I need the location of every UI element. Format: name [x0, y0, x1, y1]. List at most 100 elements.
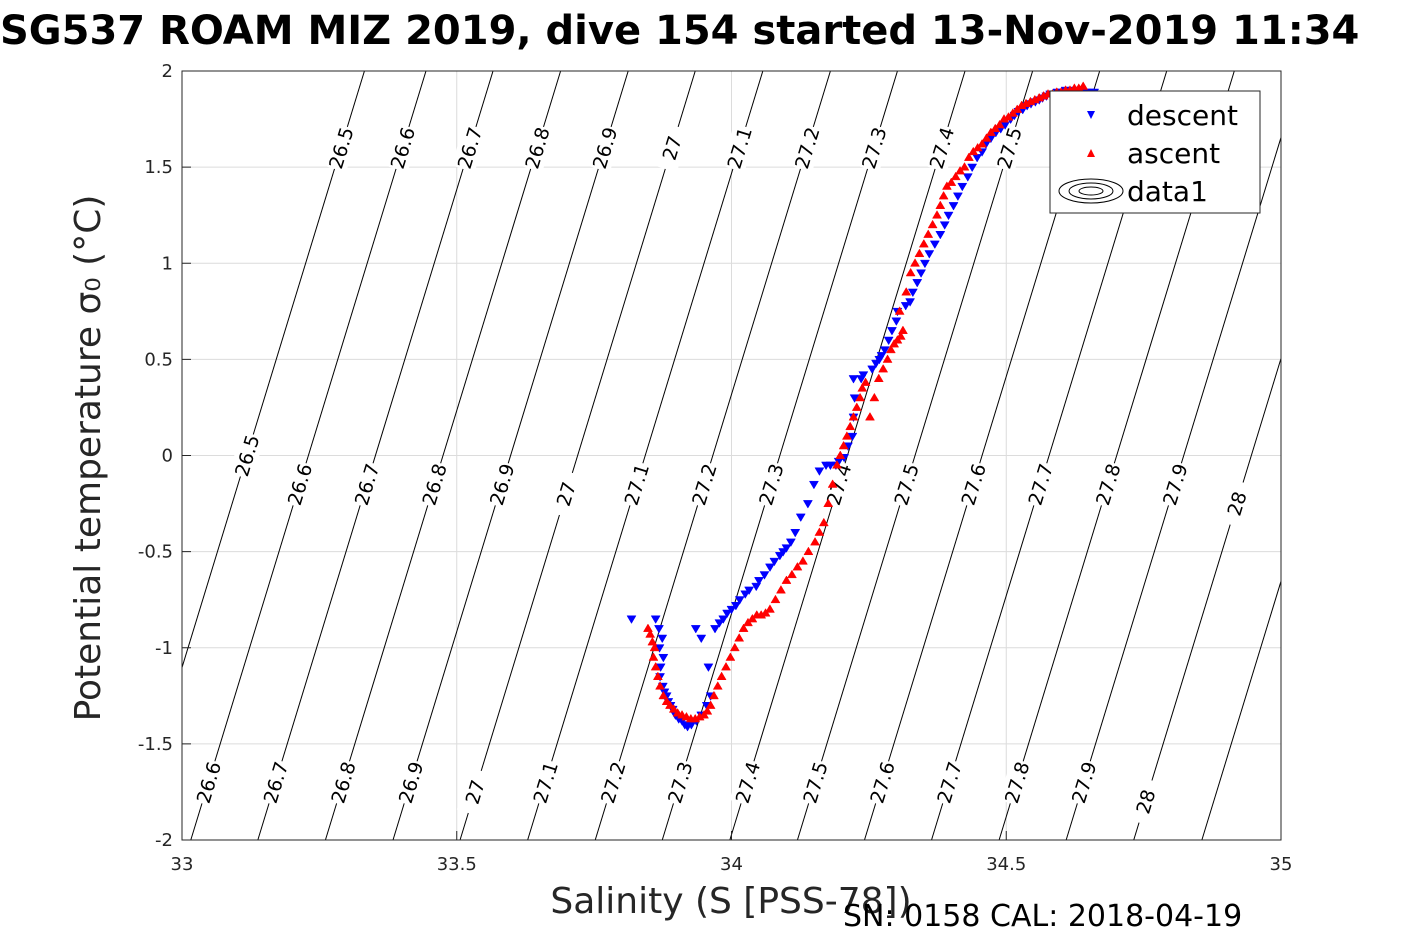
ascent-point	[655, 681, 666, 690]
descent-point	[726, 605, 737, 615]
ascent-point	[832, 460, 842, 469]
ascent-point	[873, 373, 884, 382]
descent-point	[943, 211, 954, 221]
legend-label-data1: data1	[1127, 175, 1208, 208]
contour-label-background	[325, 757, 361, 807]
contour-label-background	[483, 459, 520, 509]
ascent-point	[803, 546, 814, 556]
ascent-point	[721, 661, 731, 671]
x-axis-label: Salinity (S [PSS-78])	[550, 881, 911, 922]
ascent-point	[898, 325, 908, 334]
ascent-point	[818, 517, 829, 527]
density-contour-line	[594, 71, 831, 840]
descent-point	[626, 615, 637, 624]
descent-point	[814, 467, 825, 476]
contour-label-background	[788, 123, 825, 173]
contour-label-background	[653, 123, 690, 173]
ascent-point	[810, 537, 820, 546]
ascent-point	[848, 412, 859, 421]
descent-point	[795, 513, 806, 523]
density-contour-line	[459, 71, 696, 840]
x-tick-label: 33.5	[437, 854, 477, 875]
ascent-point	[905, 267, 916, 277]
x-tick-label: 35	[1270, 854, 1293, 875]
descent-point	[802, 500, 813, 509]
contour-label-background	[1022, 459, 1059, 509]
descent-point	[848, 375, 859, 384]
ascent-point	[648, 652, 659, 661]
ascent-point	[845, 421, 856, 431]
contour-label-background	[721, 123, 758, 173]
ascent-point	[652, 671, 663, 680]
y-tick-label: 1.5	[144, 157, 173, 178]
ascent-point	[918, 239, 929, 248]
ascent-point	[729, 642, 740, 652]
descent-point	[740, 590, 751, 599]
contour-label-background	[392, 757, 429, 807]
density-contour-line	[527, 71, 764, 840]
contour-label-background	[1065, 757, 1102, 807]
contour-label-background	[1218, 479, 1255, 529]
density-contour-line	[392, 71, 629, 840]
contour-label-background	[618, 459, 655, 509]
density-contour-line	[1133, 356, 1281, 840]
y-axis-label: Potential temperature σ₀ (°C)	[68, 195, 109, 722]
descent-point	[900, 302, 911, 311]
contour-label-background	[416, 459, 453, 509]
descent-point	[765, 563, 775, 572]
ascent-point	[994, 119, 1005, 129]
descent-point	[718, 615, 729, 624]
ascent-point	[645, 629, 656, 638]
ascent-point	[963, 152, 974, 161]
density-contours	[182, 71, 1281, 840]
descent-point	[744, 586, 755, 596]
descent-point	[939, 221, 950, 230]
density-contour-line	[324, 71, 562, 840]
contour-label-background	[931, 757, 968, 807]
legend-contour-icon	[1068, 182, 1114, 200]
ascent-point	[716, 671, 727, 680]
descent-point	[734, 596, 745, 605]
contour-label-background	[753, 459, 789, 509]
density-contour-line	[1201, 579, 1281, 840]
y-tick-label: 2	[162, 61, 173, 82]
ascent-point	[923, 229, 934, 238]
legend: descent ascent data1	[1049, 90, 1261, 214]
contour-label-background	[323, 123, 359, 173]
ascent-point	[910, 258, 920, 267]
contour-label-background	[1157, 459, 1193, 509]
contour-label-background	[856, 123, 892, 173]
ascent-point	[712, 681, 723, 690]
ascent-point	[865, 412, 875, 421]
ascent-point	[650, 661, 661, 671]
ascent-point	[702, 706, 713, 715]
legend-label-descent: descent	[1127, 99, 1238, 132]
descent-point	[650, 615, 661, 624]
descent-point	[808, 480, 819, 490]
ascent-point	[1078, 81, 1089, 90]
descent-point	[781, 544, 792, 553]
descent-point	[867, 365, 878, 374]
descent-point	[935, 231, 946, 240]
y-tick-label: -1.5	[138, 734, 173, 755]
ascent-point	[885, 344, 896, 354]
descent-point	[929, 240, 940, 250]
ascent-point	[708, 690, 719, 700]
descent-point	[751, 582, 762, 592]
x-tick-label: 33	[171, 854, 194, 875]
ascent-point	[981, 133, 992, 142]
ascent-point	[792, 562, 803, 571]
ascent-point	[665, 700, 675, 709]
contour-label-background	[729, 757, 766, 807]
descent-point	[710, 625, 720, 634]
contour-label-background	[1089, 459, 1126, 509]
y-tick-label: 1	[162, 253, 173, 274]
y-tick-label: -1	[155, 638, 173, 659]
ascent-point	[946, 177, 957, 186]
ascent-point	[895, 331, 906, 340]
descent-point	[759, 571, 770, 580]
ascent-point	[927, 219, 938, 229]
descent-point	[962, 173, 973, 182]
contour-label-background	[456, 767, 493, 817]
